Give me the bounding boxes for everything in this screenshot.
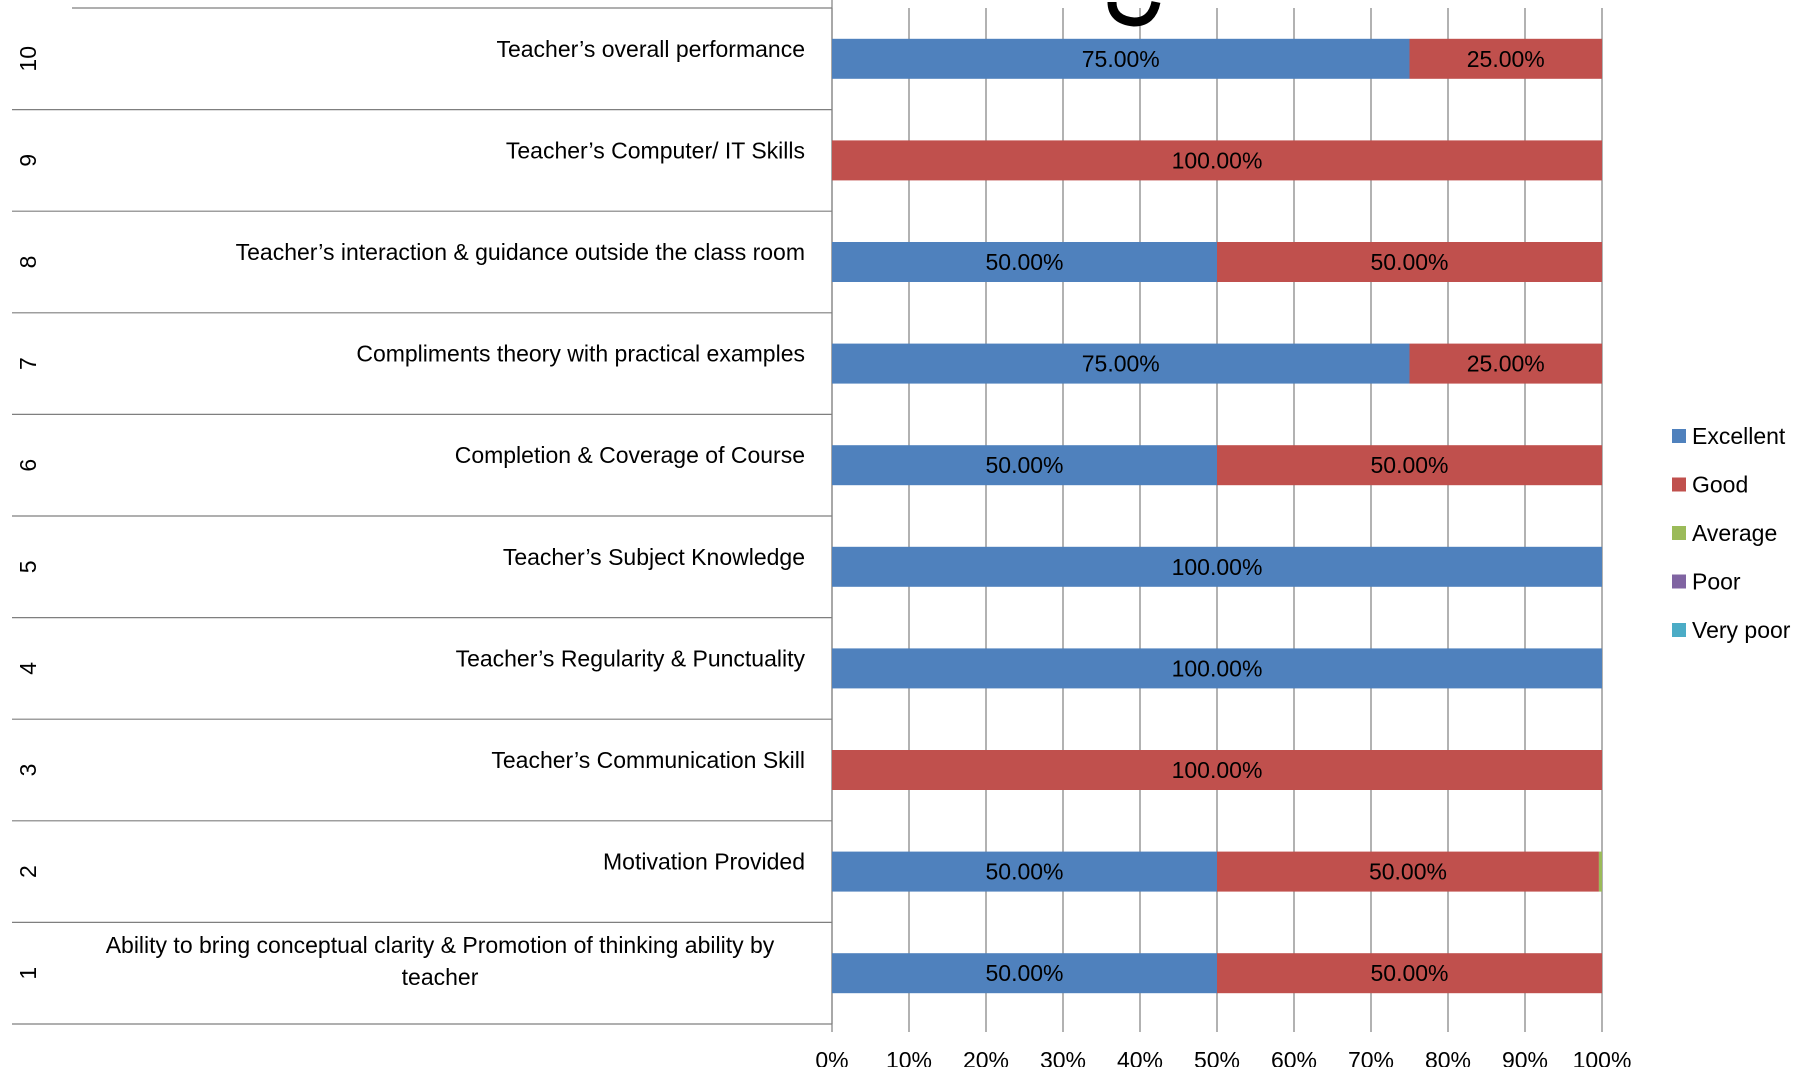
- bar-segment-good: [1409, 38, 1602, 79]
- bar-segment-good: [1217, 953, 1602, 994]
- x-tick-label: 40%: [1117, 1047, 1163, 1067]
- row-number: 2: [15, 865, 41, 878]
- bar-segment-good: [832, 140, 1602, 181]
- x-axis: 0% 10% 20% 30% 40% 50% 60% 70% 80% 90% 100%: [815, 1024, 1631, 1067]
- data-label: 100.00%: [1172, 147, 1263, 173]
- bar-segment-excellent: [832, 445, 1217, 486]
- x-tick-label: 70%: [1348, 1047, 1394, 1067]
- x-tick-label: 20%: [963, 1047, 1009, 1067]
- legend-swatch: [1672, 429, 1686, 443]
- data-label: 50.00%: [1369, 859, 1447, 885]
- legend-label: Very poor: [1692, 617, 1791, 643]
- legend: Excellent Good Average Poor Very poor: [1672, 423, 1791, 643]
- category-label: Teacher’s Communication Skill: [491, 747, 805, 773]
- legend-swatch: [1672, 574, 1686, 589]
- category-table: 1 Ability to bring conceptual clarity & P…: [12, 0, 833, 1025]
- data-label: 100.00%: [1172, 757, 1263, 783]
- bar-segment-excellent: [832, 38, 1410, 79]
- data-label: 75.00%: [1082, 46, 1160, 72]
- data-label: 75.00%: [1082, 351, 1160, 377]
- category-label: Motivation Provided: [603, 849, 805, 875]
- row-number: 10: [15, 46, 41, 72]
- data-label: 50.00%: [985, 249, 1063, 275]
- bar-segment-good: [1409, 343, 1602, 384]
- bar-segment-good: [832, 750, 1602, 790]
- category-label: Teacher’s Subject Knowledge: [503, 544, 805, 570]
- data-label: 50.00%: [985, 960, 1063, 986]
- x-tick-label: 100%: [1573, 1047, 1632, 1067]
- data-label: 50.00%: [1370, 249, 1448, 275]
- x-tick-label: 90%: [1502, 1047, 1548, 1067]
- category-label: Teacher’s overall performance: [496, 36, 805, 62]
- category-label: Teacher’s Regularity & Punctuality: [456, 645, 806, 671]
- bar-segment-excellent: [832, 242, 1217, 282]
- row-number: 6: [15, 459, 41, 472]
- row-number: 7: [15, 357, 41, 370]
- category-label: Compliments theory with practical exampl…: [356, 341, 805, 367]
- bar-segment-good: [1217, 851, 1599, 892]
- bar-segment-average: [1598, 851, 1602, 892]
- x-tick-label: 30%: [1040, 1047, 1086, 1067]
- legend-label: Good: [1692, 472, 1748, 498]
- data-label: 50.00%: [1370, 452, 1448, 478]
- row-number: 4: [15, 662, 41, 675]
- row-number: 3: [15, 764, 41, 777]
- category-label: teacher: [402, 964, 479, 990]
- legend-swatch: [1672, 623, 1686, 637]
- data-label: 25.00%: [1467, 351, 1545, 377]
- data-label: 100.00%: [1172, 655, 1263, 681]
- legend-swatch: [1672, 477, 1686, 492]
- row-number: 9: [15, 154, 41, 167]
- legend-swatch: [1672, 526, 1686, 540]
- category-label: Teacher’s Computer/ IT Skills: [506, 137, 805, 163]
- x-tick-label: 10%: [886, 1047, 932, 1067]
- row-number: 5: [15, 560, 41, 573]
- row-number: 1: [15, 967, 41, 980]
- data-label: 25.00%: [1467, 46, 1545, 72]
- bar-segment-good: [1217, 242, 1602, 282]
- legend-label: Poor: [1692, 569, 1741, 595]
- category-label: Teacher’s interaction & guidance outside…: [236, 239, 805, 265]
- bar-segment-excellent: [832, 343, 1410, 384]
- data-label: 50.00%: [985, 452, 1063, 478]
- legend-label: Average: [1692, 520, 1777, 546]
- bars: 50.00% 50.00% 50.00% 50.00% 100.00% 100.00% 10…: [832, 38, 1602, 994]
- bar-segment-excellent: [832, 546, 1602, 587]
- legend-label: Excellent: [1692, 423, 1786, 449]
- data-label: 100.00%: [1172, 554, 1263, 580]
- data-label: 50.00%: [985, 859, 1063, 885]
- x-tick-label: 50%: [1194, 1047, 1240, 1067]
- category-label: Ability to bring conceptual clarity & Pr…: [106, 932, 775, 958]
- bar-segment-good: [1217, 445, 1602, 486]
- title-fragment: [1107, 0, 1161, 27]
- data-label: 50.00%: [1370, 960, 1448, 986]
- bar-segment-excellent: [832, 648, 1602, 689]
- x-tick-label: 80%: [1425, 1047, 1471, 1067]
- category-label: Completion & Coverage of Course: [455, 442, 805, 468]
- bar-segment-excellent: [832, 851, 1217, 892]
- x-tick-label: 60%: [1271, 1047, 1317, 1067]
- x-tick-label: 0%: [815, 1047, 848, 1067]
- bar-segment-excellent: [832, 953, 1217, 994]
- row-number: 8: [15, 256, 41, 269]
